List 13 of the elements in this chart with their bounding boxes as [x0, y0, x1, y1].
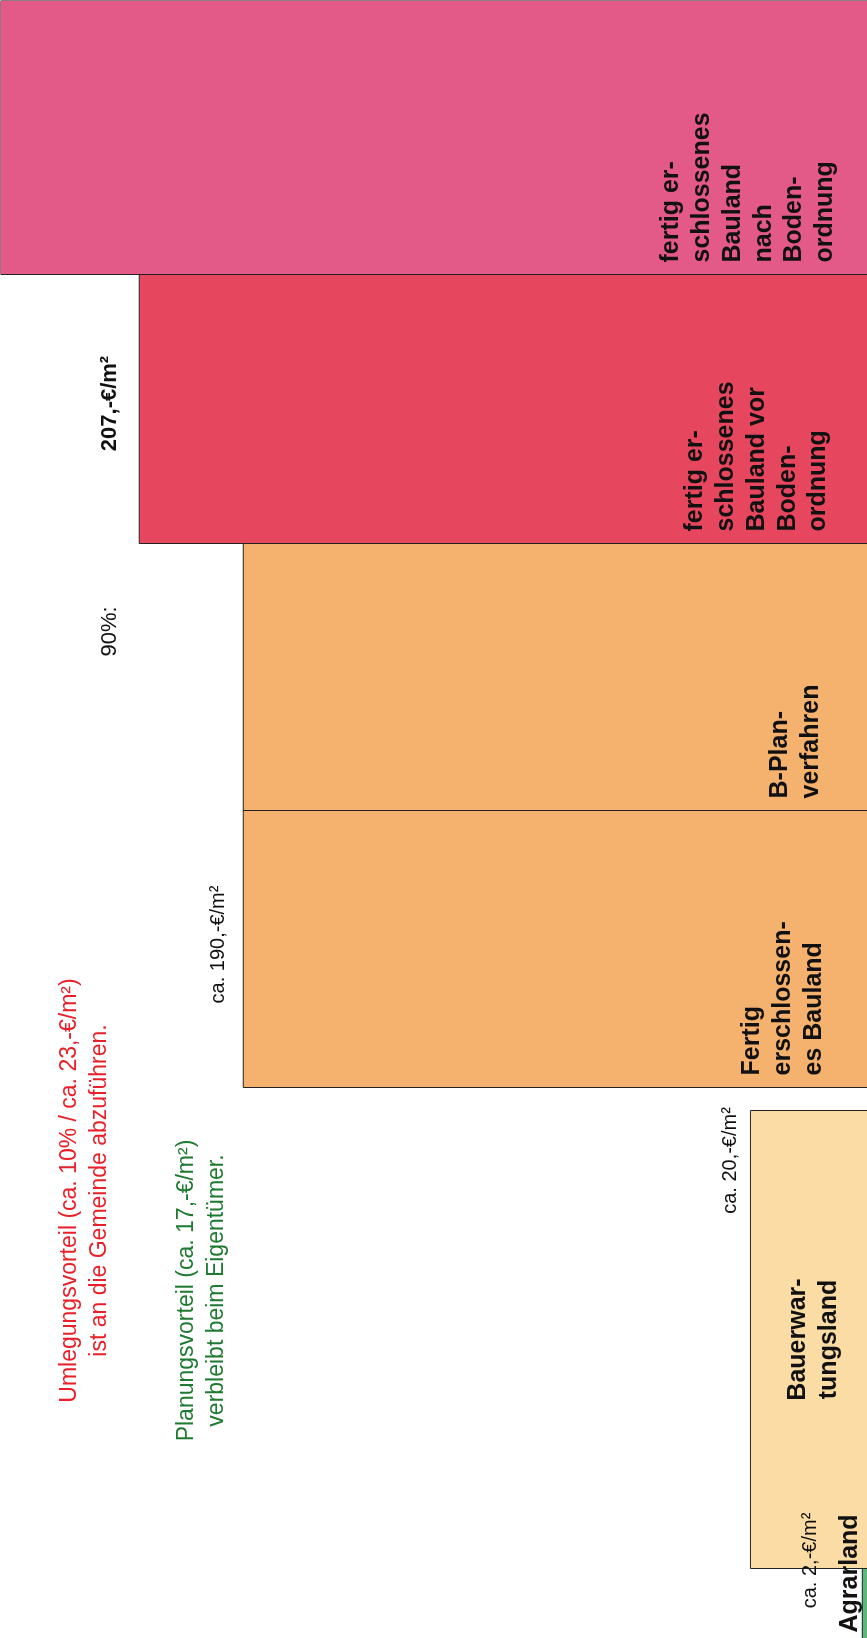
- y-tick-label: B-Plan- verfahren: [764, 684, 824, 799]
- annotation: Planungsvorteil (ca. 17,-€/m²) verbleibt beim Eigentümer.: [171, 1139, 228, 1442]
- y-tick-label: fertig er- schlossenes Bauland vor Boden- ordnung: [679, 381, 831, 532]
- annotation: ca. 190,-€/m²: [206, 885, 229, 1004]
- annotation: 90%:: [96, 606, 122, 657]
- annotation: ca. 20,-€/m²: [717, 1106, 740, 1214]
- y-tick-label: fertig er- schlossenes Bauland nach Boden- ordnung: [655, 112, 838, 263]
- y-tick-label: Fertig erschlossen- es Bauland: [736, 921, 826, 1076]
- y-tick-label: Bauerwar- tungsland: [781, 1278, 841, 1401]
- annotation: ca. 2,-€/m²: [797, 1512, 820, 1609]
- y-tick-label: Agrarland: [834, 1514, 863, 1633]
- annotation: 207,-€/m²: [96, 355, 122, 452]
- annotation: Umlegungsvorteil (ca. 10% / ca. 23,-€/m²) ist an die Gemeinde abzuführen.: [54, 978, 111, 1403]
